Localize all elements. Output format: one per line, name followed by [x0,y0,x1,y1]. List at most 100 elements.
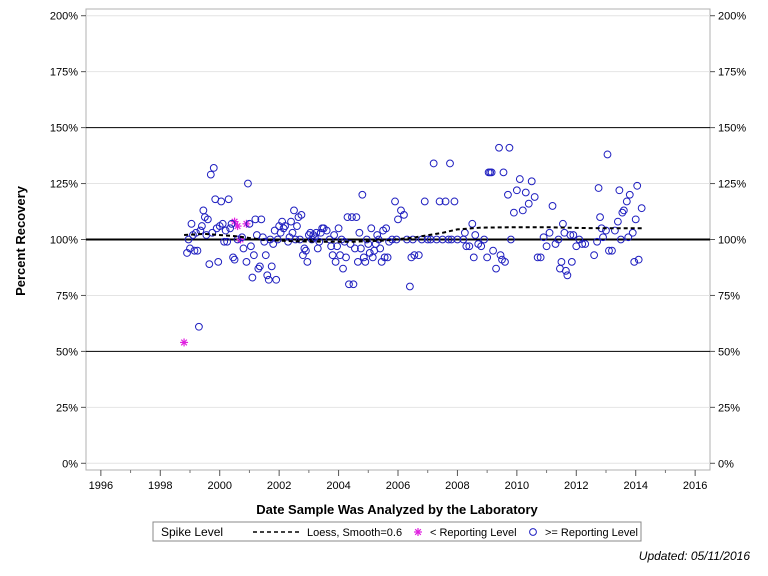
reporting-point [462,242,471,251]
reporting-point [446,159,454,168]
reporting-point [209,163,218,172]
reporting-point [184,235,193,244]
reporting-point [214,257,223,266]
reporting-point [244,179,252,188]
reporting-point [631,215,640,224]
reporting-point [536,253,545,262]
y-tick-label-left: 100% [50,235,78,247]
y-tick-label-right: 175% [718,67,746,79]
reporting-point [426,235,435,244]
reporting-point [197,222,206,230]
reporting-point [545,228,554,237]
reporting-point [373,231,382,239]
y-tick-label-right: 125% [718,179,746,191]
reporting-point [269,240,278,248]
reporting-point [361,257,370,266]
y-tick-label-left: 50% [56,346,78,358]
reporting-point [518,206,527,215]
x-tick-label: 2012 [564,480,588,492]
reporting-point [224,195,233,204]
legend-above-label: >= Reporting Level [545,527,638,539]
reporting-point [527,177,536,186]
reporting-point [605,246,613,255]
reporting-point [615,186,624,195]
reporting-point [444,235,453,244]
reporting-point [507,235,515,244]
reporting-point [229,253,237,262]
reporting-point [251,215,260,224]
reporting-point [504,190,512,199]
reporting-point [410,251,419,260]
reporting-point [499,168,508,177]
reporting-point [634,255,643,264]
reporting-point [530,193,539,201]
reporting-point [242,257,251,266]
reporting-point [521,188,530,197]
reporting-point [383,253,392,262]
reporting-point [468,219,477,228]
reporting-point [288,228,297,237]
reporting-point [358,190,367,199]
reporting-point [195,322,203,331]
reporting-point [539,233,548,242]
y-tick-label-right: 100% [718,235,746,247]
y-tick-label-right: 0% [718,458,734,470]
reporting-point [559,219,567,228]
reporting-point [247,242,255,251]
reporting-point [331,257,340,266]
x-tick-label: 1996 [89,480,113,492]
updated-footnote: Updated: 05/11/2016 [638,549,750,563]
reporting-point [460,228,469,237]
y-tick-label-right: 150% [718,123,746,135]
reporting-point [227,219,236,228]
y-tick-label-left: 125% [50,179,78,191]
reporting-point [300,244,309,253]
reporting-point [619,206,628,215]
reporting-point [380,253,389,262]
reporting-point [414,251,423,260]
reporting-point [310,233,319,242]
reporting-point [264,275,273,284]
reporting-point [548,202,557,210]
reporting-point [351,244,359,253]
reporting-point [569,231,578,239]
reporting-point [423,235,432,244]
reporting-point [594,184,603,192]
reporting-point [230,255,239,264]
reporting-point [578,240,587,248]
reporting-point [405,282,414,291]
reporting-point [248,273,257,282]
reporting-point [187,219,196,228]
reporting-point [263,271,272,280]
legend-title: Spike Level [161,525,223,539]
reporting-point [633,181,642,190]
reporting-point [267,262,276,271]
reporting-point [353,257,362,266]
x-tick-label: 2002 [267,480,291,492]
reporting-point [279,224,288,233]
x-tick-label: 2010 [505,480,529,492]
reporting-point [226,224,235,233]
reporting-point [429,159,438,168]
reporting-point [622,197,631,206]
legend-below-swatch [414,528,422,536]
reporting-point [296,235,304,244]
reporting-point [348,213,356,222]
reporting-point [359,253,368,262]
reporting-point [199,206,208,215]
reporting-point [186,244,194,253]
reporting-point [238,233,246,242]
x-tick-label: 2000 [207,480,231,492]
reporting-point [343,213,352,222]
axes: 0% 0% 25% 25% 50% 50% 75% 75% 100% 100% 125% 125% 15… [50,11,746,492]
reporting-point [192,228,200,237]
reporting-point [203,215,212,224]
reporting-point [487,168,496,177]
reporting-point [596,213,604,222]
reporting-point [524,199,533,208]
legend-box [152,521,642,542]
reporting-point [208,228,217,237]
x-tick-label: 2016 [683,480,707,492]
reporting-point [272,275,281,284]
